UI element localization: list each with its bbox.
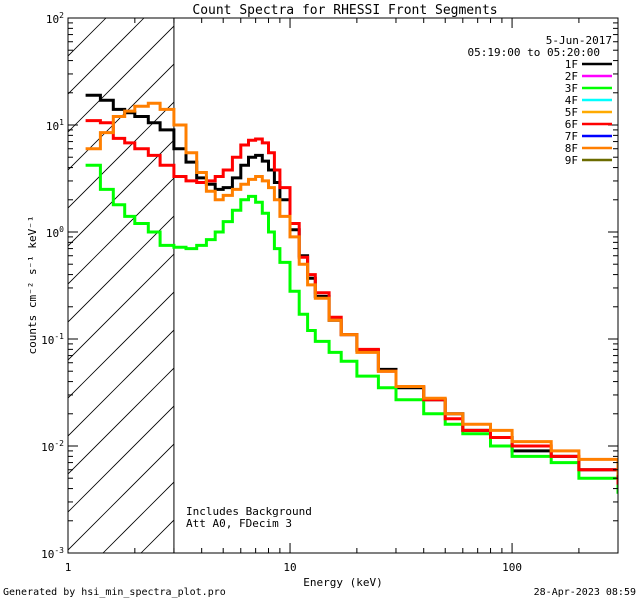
series-group [85,93,618,494]
hatch-line [68,329,174,437]
legend-label-5F: 5F [565,106,578,119]
y-tick-label: 10-1 [41,332,64,347]
hatch-line [68,367,174,475]
hatch-line [68,18,145,95]
annotation-background: Includes Background [186,505,312,518]
hatch-line [68,25,174,133]
legend-label-7F: 7F [565,130,578,143]
y-tick-label: 10-2 [41,439,64,454]
hatch-line [68,291,174,399]
hatch-line [68,253,174,361]
y-tick-label: 102 [46,11,64,26]
x-axis-label: Energy (keV) [303,576,382,589]
hatch-line [102,481,174,553]
y-tick-label: 101 [46,118,64,133]
footer-generated-by: Generated by hsi_min_spectra_plot.pro [3,587,226,598]
legend-label-2F: 2F [565,70,578,83]
series-line-6F [85,119,618,485]
x-tick-label: 100 [502,561,522,574]
plot-frame [67,17,619,554]
legend-label-4F: 4F [565,94,578,107]
hatch-line [68,101,174,209]
legend-label-8F: 8F [565,142,578,155]
footer-timestamp: 28-Apr-2023 08:59 [534,587,636,598]
time-range-label: 05:19:00 to 05:20:00 [468,46,600,59]
y-tick-label: 100 [46,225,64,240]
annotation-attenuator: Att A0, FDecim 3 [186,517,292,530]
y-axis-label: counts cm⁻² s⁻¹ keV⁻¹ [26,215,39,354]
series-line-1F [85,93,618,491]
hatched-region [68,18,174,553]
x-tick-labels: 1 10 100 [65,561,522,574]
y-tick-labels: 102 101 100 10-1 10-2 10-3 [41,11,64,561]
hatch-line [68,139,174,247]
legend-label-9F: 9F [565,154,578,167]
hatch-line [68,177,174,285]
hatch-line [68,443,174,551]
hatch-line [68,405,174,513]
hatch-line [68,63,174,171]
x-tick-label: 1 [65,561,72,574]
legend-label-1F: 1F [565,58,578,71]
series-line-3F [85,163,618,494]
y-tick-label: 10-3 [41,546,64,561]
legend-label-6F: 6F [565,118,578,131]
hatch-line [68,18,107,57]
legend-label-3F: 3F [565,82,578,95]
series-line-8F [85,101,618,476]
axis-ticks [67,17,619,554]
x-tick-label: 10 [283,561,296,574]
chart-title: Count Spectra for RHESSI Front Segments [192,3,497,18]
date-label: 5-Jun-2017 [546,34,612,47]
hatch-line [68,215,174,323]
